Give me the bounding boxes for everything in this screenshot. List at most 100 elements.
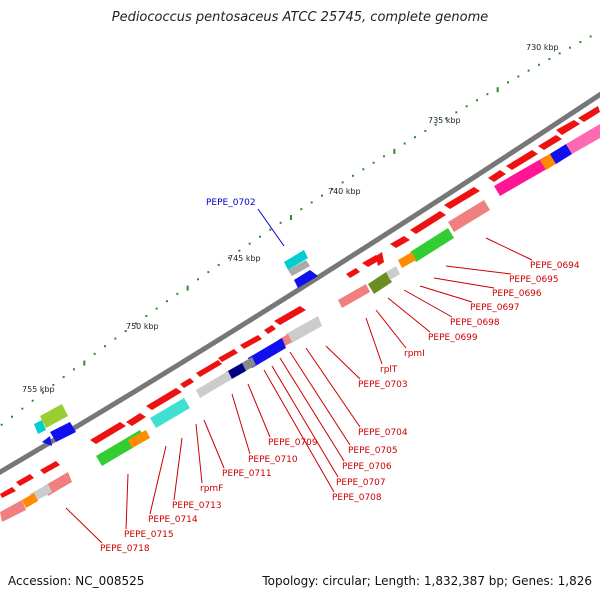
label-connector <box>195 423 203 484</box>
label-connector <box>305 347 361 428</box>
label-connector <box>271 365 339 478</box>
label-connector <box>125 473 129 530</box>
tick-label-745: 745 kbp <box>228 254 261 263</box>
scale-dot <box>300 208 303 211</box>
tick-label-740: 740 kbp <box>328 187 361 196</box>
gene-label[interactable]: PEPE_0714 <box>148 515 198 525</box>
scale-dot <box>465 105 468 108</box>
scale-dot <box>517 75 520 78</box>
scale-dot <box>52 383 55 386</box>
scale-dot <box>228 256 230 259</box>
genome-summary-text: Topology: circular; Length: 1,832,387 bp… <box>262 574 592 588</box>
scale-dot <box>217 263 220 266</box>
scale-dot <box>424 129 427 132</box>
tick-label-735: 735 kbp <box>428 116 461 125</box>
gene-label[interactable]: PEPE_0696 <box>492 289 542 299</box>
scale-dot <box>166 300 168 303</box>
label-connector <box>419 285 473 303</box>
scale-dot <box>31 399 34 402</box>
label-connector <box>433 277 495 289</box>
scale-dot <box>507 81 509 84</box>
scale-dot <box>548 58 551 61</box>
gene-label[interactable]: PEPE_0699 <box>428 333 478 343</box>
scale-dot <box>331 188 334 191</box>
gene-label[interactable]: rpmI <box>404 349 425 359</box>
label-connector <box>289 351 351 446</box>
label-connector <box>365 317 383 365</box>
gene-label[interactable]: PEPE_0706 <box>342 462 392 472</box>
highlight-connector <box>257 208 285 247</box>
scale-dot <box>486 93 489 96</box>
scale-dot <box>290 215 292 220</box>
gene-labels: PEPE_0694 PEPE_0695 PEPE_0696 PEPE_0697 PEPE… <box>65 237 580 554</box>
gene-label[interactable]: PEPE_0715 <box>124 530 174 540</box>
scale-dot <box>310 201 313 204</box>
scale-dot <box>569 46 571 49</box>
scale-dot <box>341 181 344 184</box>
label-connector <box>375 309 407 349</box>
scale-dot <box>11 415 13 418</box>
label-connector <box>65 507 103 544</box>
gene-label[interactable]: PEPE_0710 <box>248 455 298 465</box>
gene-label[interactable]: PEPE_0708 <box>332 493 382 503</box>
inner-cluster-755 <box>34 404 76 446</box>
gene-label[interactable]: PEPE_0704 <box>358 428 408 438</box>
scale-dot <box>372 161 375 164</box>
scale-dot <box>527 69 530 72</box>
inner-genes <box>0 124 600 522</box>
scale-dot <box>124 330 127 333</box>
scale-dot <box>455 111 458 114</box>
gene-label[interactable]: PEPE_0695 <box>509 275 559 285</box>
scale-dot <box>589 35 592 38</box>
label-connector <box>247 383 271 438</box>
scale-dot <box>42 391 44 394</box>
scale-dot <box>352 174 354 177</box>
label-connector <box>325 345 361 380</box>
gene-label[interactable]: PEPE_0703 <box>358 380 408 390</box>
gene-label[interactable]: PEPE_0707 <box>336 478 386 488</box>
inner-cluster-745 <box>284 250 318 288</box>
label-connector <box>231 393 251 455</box>
scale-dot <box>269 228 272 231</box>
scale-dot <box>434 123 437 126</box>
gene-label[interactable]: rplT <box>380 365 398 375</box>
scale-dot <box>21 407 24 410</box>
scale-dot <box>176 292 179 295</box>
scale-dot <box>476 99 478 102</box>
label-connector <box>387 297 431 333</box>
scale-dot <box>186 285 189 291</box>
highlight-gene-label[interactable]: PEPE_0702 <box>206 198 256 208</box>
label-connector <box>445 265 512 275</box>
scale-dot <box>279 221 282 224</box>
scale-dot <box>414 136 416 139</box>
scale-dots <box>0 35 592 426</box>
label-connector <box>203 419 225 469</box>
gene-label[interactable]: PEPE_0711 <box>222 469 272 479</box>
scale-dot <box>383 155 385 158</box>
gene-label[interactable]: PEPE_0697 <box>470 303 520 313</box>
scale-dot <box>62 376 65 379</box>
scale-dot <box>145 315 148 318</box>
gene-label[interactable]: PEPE_0713 <box>172 501 222 511</box>
scale-dot <box>558 52 561 55</box>
gene-label[interactable]: PEPE_0718 <box>100 544 150 554</box>
scale-dot <box>197 278 199 281</box>
scale-dot <box>445 117 447 120</box>
label-connector <box>149 445 167 515</box>
tick-label-750: 750 kbp <box>126 322 159 331</box>
scale-dot <box>538 63 540 66</box>
gene-label[interactable]: PEPE_0705 <box>348 446 398 456</box>
scale-dot <box>135 322 137 325</box>
scale-dot <box>104 345 106 348</box>
gene-label[interactable]: PEPE_0694 <box>530 261 580 271</box>
gene-label[interactable]: PEPE_0698 <box>450 318 500 328</box>
label-connector <box>263 369 335 493</box>
scale-dot <box>362 168 365 171</box>
scale-dot <box>73 368 75 371</box>
scale-dot <box>207 271 210 274</box>
gene-label[interactable]: rpmF <box>200 484 223 494</box>
scale-dot <box>579 41 582 44</box>
forward-genes <box>0 106 600 498</box>
gene-label[interactable]: PEPE_0709 <box>268 438 318 448</box>
